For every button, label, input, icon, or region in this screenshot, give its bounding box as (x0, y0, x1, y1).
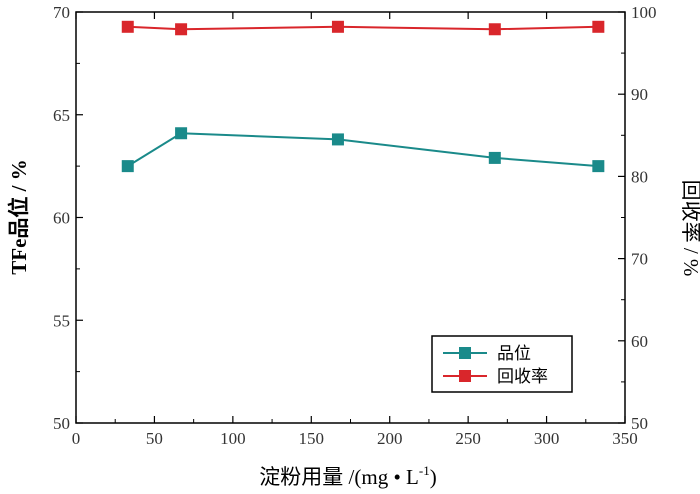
x-axis-title-close: ) (430, 465, 437, 489)
data-point-0 (331, 133, 344, 146)
series-line-1 (127, 25, 599, 31)
ticks: 0 50 100 150 200 250 300 3505055606570506070809… (53, 3, 657, 448)
y-left-axis-title: TFe品位 / % (7, 159, 31, 275)
x-tick-label: 50 (146, 429, 163, 448)
y-left-tick-label: 60 (53, 209, 70, 228)
data-point-1 (175, 23, 188, 36)
data-point-1 (488, 23, 501, 36)
x-tick-label: 100 (220, 429, 246, 448)
series (121, 20, 605, 173)
y-left-tick-label: 65 (53, 106, 70, 125)
y-left-tick-label: 50 (53, 414, 70, 433)
y-right-tick-label: 100 (631, 3, 657, 22)
y-right-tick-label: 90 (631, 85, 648, 104)
data-point-0 (175, 127, 188, 140)
y-right-tick-label: 80 (631, 167, 648, 186)
legend-label-recovery: 回收率 (497, 367, 548, 386)
legend-marker-grade (459, 347, 471, 359)
x-tick-label: 350 (612, 429, 638, 448)
y-right-tick-label: 70 (631, 250, 648, 269)
x-axis-title-main: 淀粉用量 /(mg • L (259, 465, 419, 489)
x-tick-label: 200 (377, 429, 403, 448)
data-point-1 (331, 20, 344, 33)
x-tick-label: 250 (455, 429, 481, 448)
x-tick-label: 0 (72, 429, 81, 448)
x-tick-label: 150 (299, 429, 325, 448)
series-line-0 (127, 132, 599, 168)
y-right-tick-label: 60 (631, 332, 648, 351)
data-point-0 (488, 151, 501, 164)
legend-label-grade: 品位 (497, 344, 531, 363)
x-axis-title-sup: -1 (419, 463, 430, 478)
x-tick-label: 300 (534, 429, 560, 448)
data-point-1 (121, 20, 134, 33)
y-left-tick-label: 70 (53, 3, 70, 22)
y-left-tick-label: 55 (53, 311, 70, 330)
y-right-axis-title: 回收率 / % (679, 180, 700, 277)
data-point-1 (592, 20, 605, 33)
x-axis-title: 淀粉用量 /(mg • L-1) (259, 463, 436, 489)
legend-marker-recovery (459, 370, 471, 382)
data-point-0 (121, 160, 134, 173)
legend-box (431, 335, 573, 393)
legend: 品位 回收率 (431, 335, 573, 393)
data-point-0 (592, 160, 605, 173)
y-right-tick-label: 50 (631, 414, 648, 433)
